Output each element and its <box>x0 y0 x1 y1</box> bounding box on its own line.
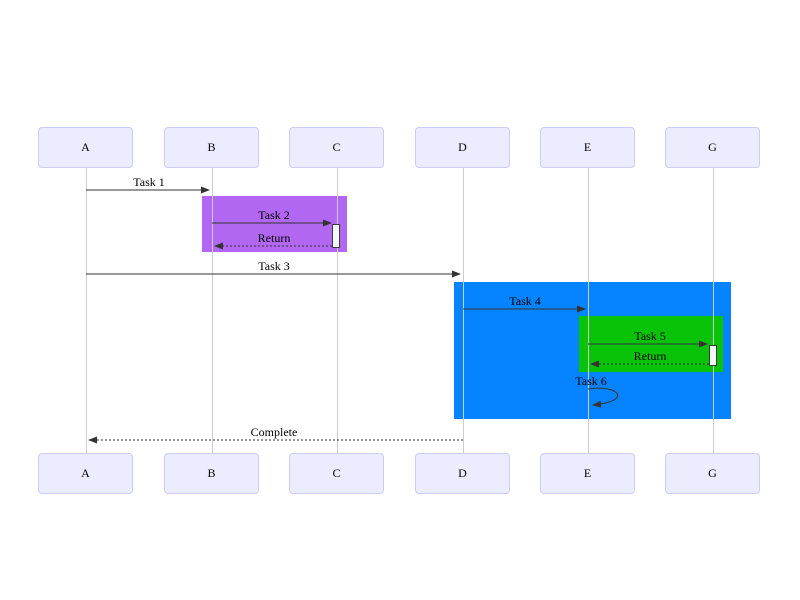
actor-label: A <box>81 140 90 154</box>
actor-bottom-d: D <box>415 453 510 494</box>
message-label-task-5: Task 5 <box>634 329 666 343</box>
actor-label: C <box>332 466 341 480</box>
lifeline-g <box>713 168 714 453</box>
message-label-task-4: Task 4 <box>509 294 541 308</box>
actor-label: C <box>332 140 341 154</box>
arrow-task-6-self-loop <box>587 387 619 408</box>
actor-bottom-a: A <box>38 453 133 494</box>
actor-label: D <box>458 466 467 480</box>
actor-label: D <box>458 140 467 154</box>
actor-bottom-g: G <box>665 453 760 494</box>
message-label-complete: Complete <box>250 425 298 439</box>
highlight-purple-region <box>202 196 347 252</box>
actor-top-b: B <box>164 127 259 168</box>
message-label-return-c-b: Return <box>257 231 291 245</box>
actor-bottom-b: B <box>164 453 259 494</box>
activation-bar-g <box>709 345 717 366</box>
lifeline-c <box>337 168 338 453</box>
actor-label: G <box>708 466 717 480</box>
message-label-task-6: Task 6 <box>575 374 607 388</box>
message-label-task-2: Task 2 <box>258 208 290 222</box>
actor-label: B <box>207 140 216 154</box>
message-label-task-1: Task 1 <box>133 175 165 189</box>
actor-top-d: D <box>415 127 510 168</box>
actor-label: E <box>583 140 592 154</box>
message-label-return-g-e: Return <box>633 349 667 363</box>
actor-bottom-c: C <box>289 453 384 494</box>
actor-bottom-e: E <box>540 453 635 494</box>
actor-top-a: A <box>38 127 133 168</box>
activation-bar-c <box>332 224 340 248</box>
actor-top-c: C <box>289 127 384 168</box>
message-label-task-3: Task 3 <box>258 259 290 273</box>
lifeline-a <box>86 168 87 453</box>
actor-label: G <box>708 140 717 154</box>
lifeline-d <box>463 168 464 453</box>
actor-top-g: G <box>665 127 760 168</box>
actor-label: E <box>583 466 592 480</box>
lifeline-b <box>212 168 213 453</box>
actor-top-e: E <box>540 127 635 168</box>
actor-label: B <box>207 466 216 480</box>
lifeline-e <box>588 168 589 453</box>
actor-label: A <box>81 466 90 480</box>
